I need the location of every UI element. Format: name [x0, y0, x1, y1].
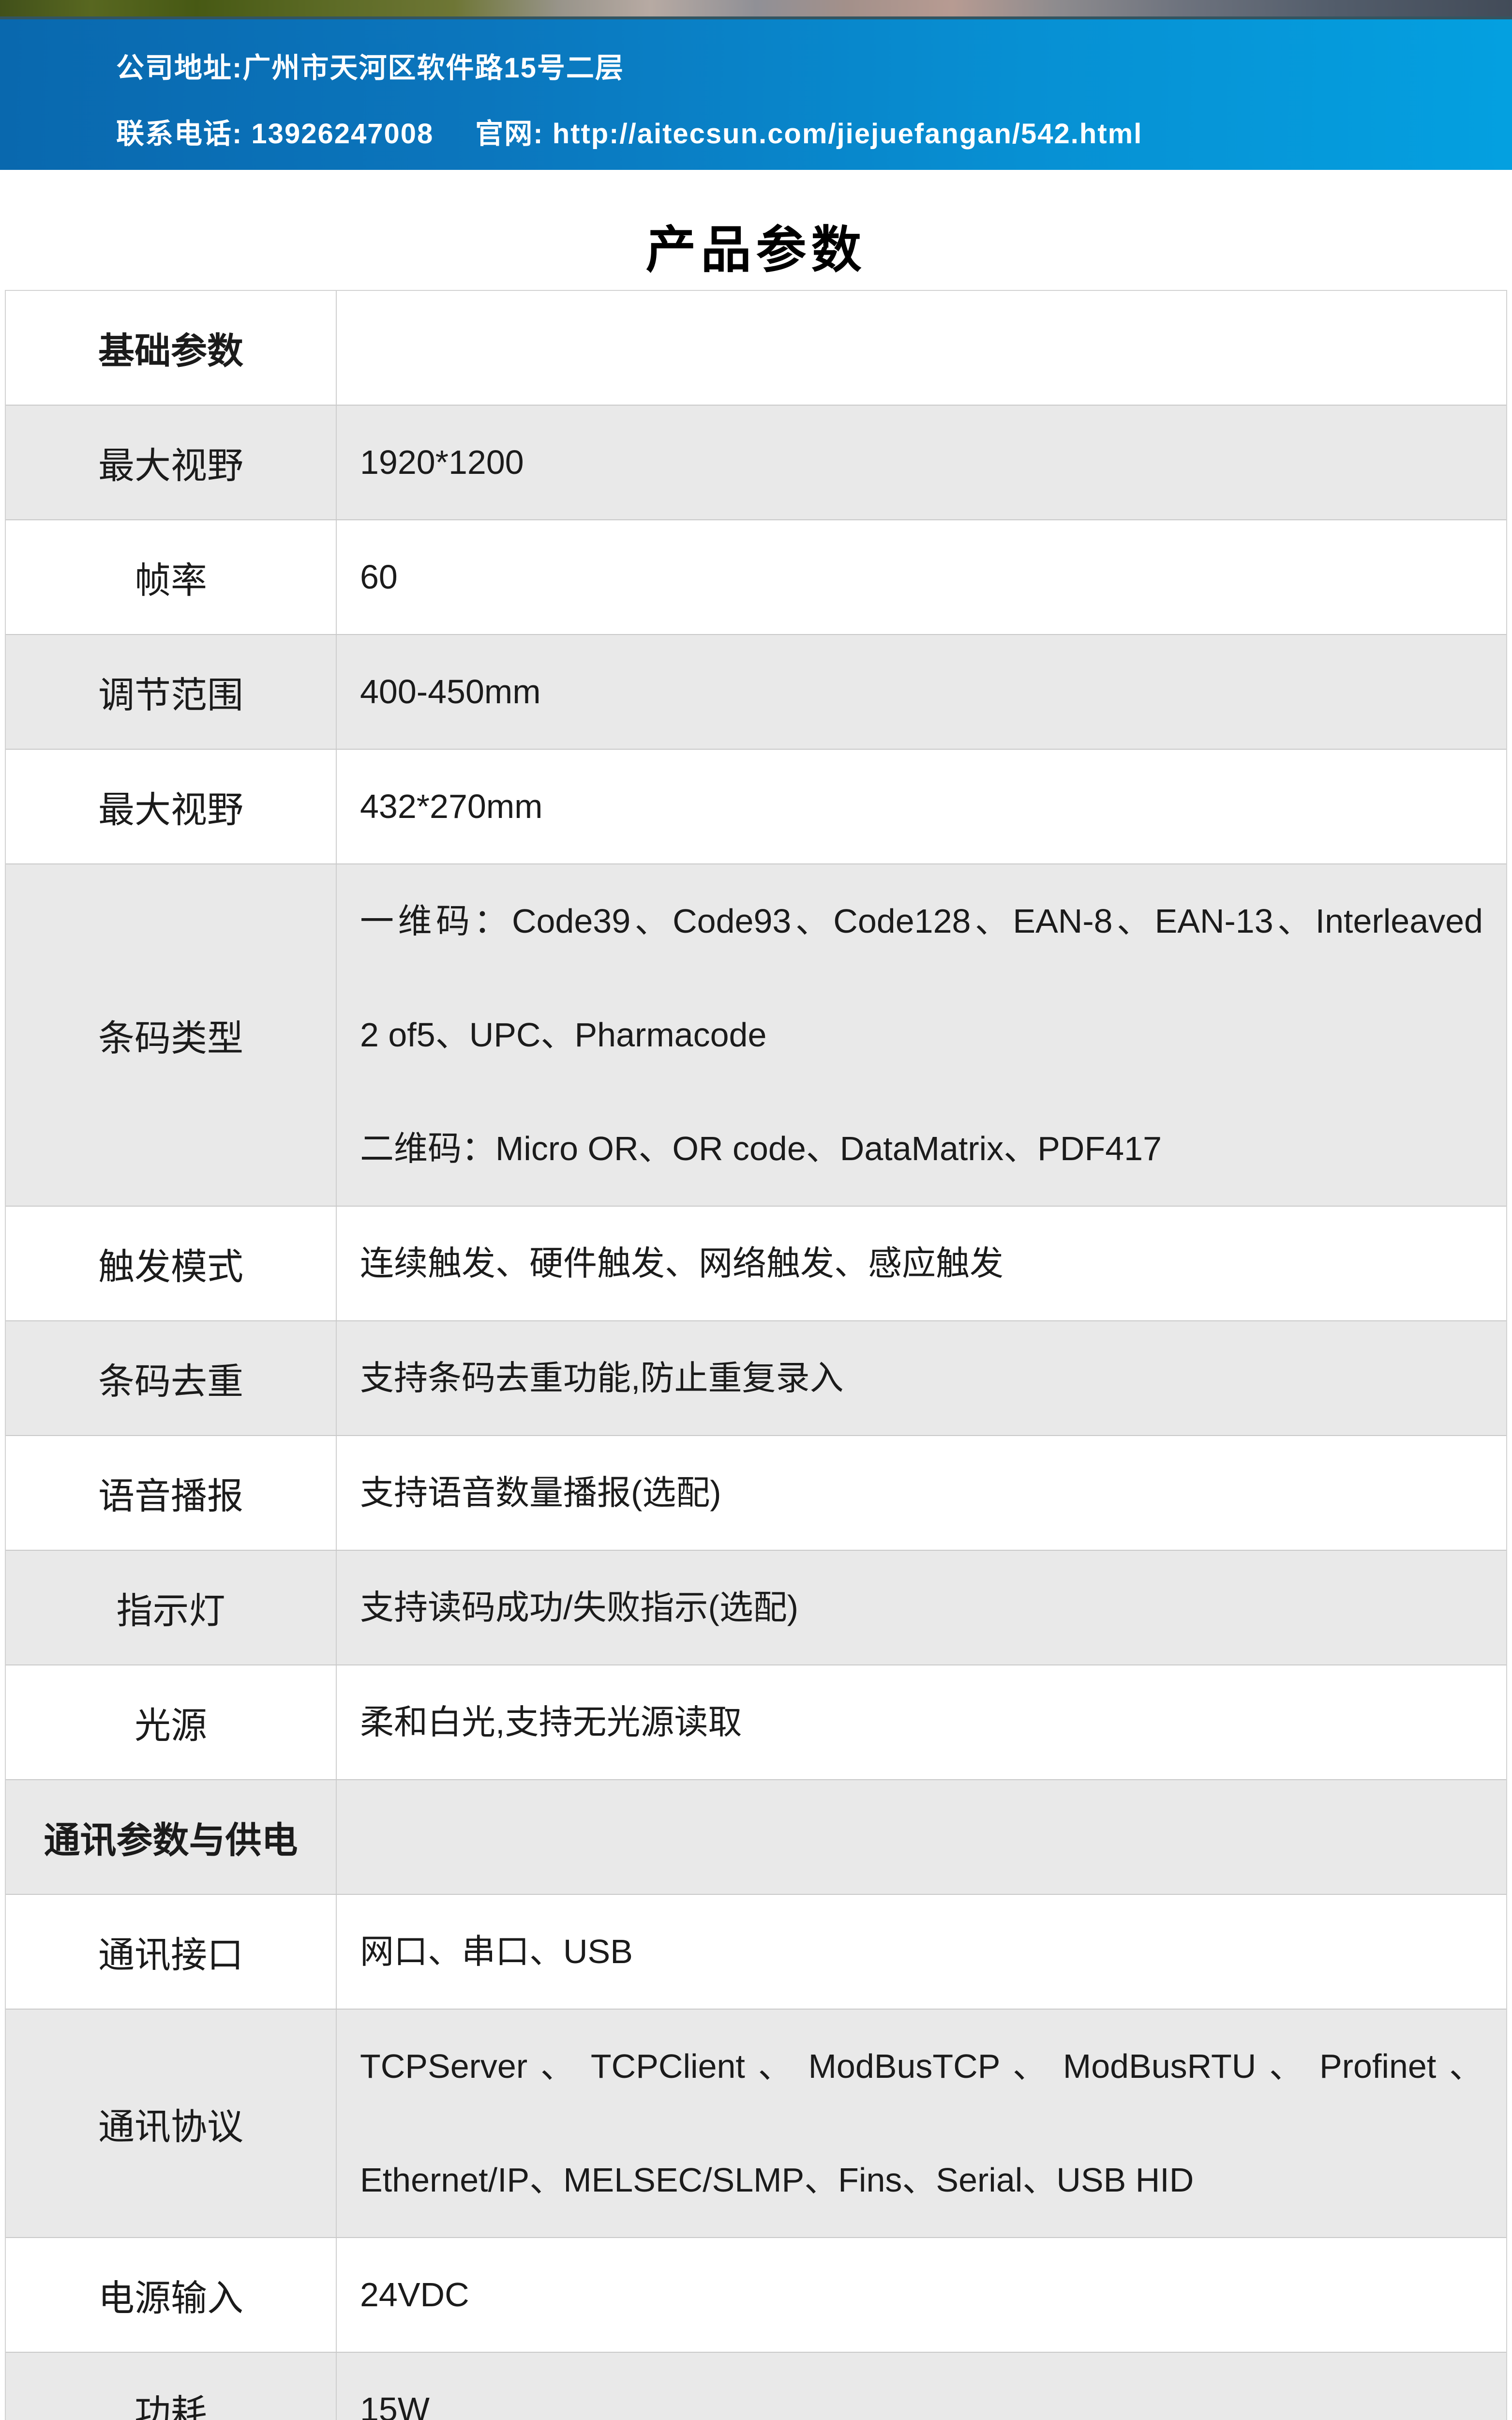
spec-label: 语音播报 — [98, 1476, 243, 1516]
page-title: 产品参数 — [645, 222, 867, 278]
spec-row: 帧率 60 — [6, 520, 1506, 635]
spec-row: 最大视野 432*270mm — [6, 750, 1506, 864]
spec-value-line: 2 of5、UPC、Pharmacode — [360, 1016, 767, 1054]
spec-value-line: 二维码：Micro OR、OR code、DataMatrix、PDF417 — [360, 1130, 1162, 1167]
spec-row: 调节范围 400-450mm — [6, 635, 1506, 750]
spec-value-line: TCPServer 、 TCPClient 、 ModBusTCP 、 ModB… — [360, 2047, 1483, 2085]
spec-value-cell: 60 — [337, 520, 1506, 634]
spec-value-cell: 支持读码成功/失败指示(选配) — [337, 1551, 1506, 1664]
spec-value: 432*270mm — [360, 787, 543, 825]
spec-value-cell: 1920*1200 — [337, 406, 1506, 519]
spec-value: 15W — [360, 2390, 430, 2420]
company-website-url: 官网: http://aitecsun.com/jiejuefangan/542… — [475, 118, 1143, 150]
spec-value: 1920*1200 — [360, 443, 524, 481]
spec-label-cell: 光源 — [6, 1665, 337, 1779]
spec-label-cell: 电源输入 — [6, 2238, 337, 2352]
spec-label: 通讯协议 — [98, 2106, 243, 2147]
spec-label: 功耗 — [134, 2392, 207, 2420]
spec-value-cell: 支持语音数量播报(选配) — [337, 1436, 1506, 1550]
spec-value-cell — [337, 1780, 1506, 1894]
spec-value: 400-450mm — [360, 673, 541, 711]
company-contact-line: 联系电话: 13926247008 官网: http://aitecsun.com… — [116, 111, 1512, 151]
spec-label: 基础参数 — [98, 331, 243, 371]
spec-value: 60 — [360, 558, 398, 596]
company-address: 公司地址:广州市天河区软件路15号二层 — [116, 52, 624, 84]
spec-label-cell: 指示灯 — [6, 1551, 337, 1664]
spec-value: 支持读码成功/失败指示(选配) — [360, 1588, 799, 1626]
spec-label: 调节范围 — [98, 675, 243, 715]
spec-row: 电源输入 24VDC — [6, 2238, 1506, 2353]
spec-row: 条码类型 一维码：Code39、Code93、Code128、EAN-8、EAN-… — [6, 864, 1506, 1207]
spec-label-cell: 功耗 — [6, 2353, 337, 2420]
spec-row: 通讯协议 TCPServer 、 TCPClient 、 ModBusTCP 、 … — [6, 2010, 1506, 2238]
spec-value: 柔和白光,支持无光源读取 — [360, 1703, 742, 1741]
spec-label-cell: 通讯协议 — [6, 2010, 337, 2237]
spec-label-cell: 通讯接口 — [6, 1895, 337, 2009]
spec-value-cell: 15W — [337, 2353, 1506, 2420]
product-spec-table: 基础参数最大视野 1920*1200 帧率 60 调节范围 400-450mm 最大视野 43… — [5, 290, 1507, 2420]
spec-label: 通讯参数与供电 — [44, 1820, 298, 1860]
spec-value-cell: 400-450mm — [337, 635, 1506, 749]
spec-value: 连续触发、硬件触发、网络触发、感应触发 — [360, 1244, 1003, 1282]
spec-value-cell: 柔和白光,支持无光源读取 — [337, 1665, 1506, 1779]
spec-label-cell: 帧率 — [6, 520, 337, 634]
spec-label: 通讯接口 — [98, 1935, 243, 1975]
spec-label: 最大视野 — [98, 789, 243, 830]
spec-label-cell: 触发模式 — [6, 1207, 337, 1320]
spec-label: 触发模式 — [98, 1246, 243, 1287]
spec-value: 网口、串口、USB — [360, 1933, 633, 1970]
spec-row: 光源 柔和白光,支持无光源读取 — [6, 1665, 1506, 1780]
spec-label: 条码去重 — [98, 1361, 243, 1402]
spec-value-cell: TCPServer 、 TCPClient 、 ModBusTCP 、 ModB… — [337, 2010, 1506, 2237]
spec-label: 电源输入 — [98, 2278, 243, 2318]
spec-value-line: 一维码：Code39、Code93、Code128、EAN-8、EAN-13、I… — [360, 902, 1483, 940]
spec-value-cell: 连续触发、硬件触发、网络触发、感应触发 — [337, 1207, 1506, 1320]
spec-row: 最大视野 1920*1200 — [6, 406, 1506, 520]
spec-label-cell: 通讯参数与供电 — [6, 1780, 337, 1894]
company-info-banner: 公司地址:广州市天河区软件路15号二层 联系电话: 13926247008 官网:… — [0, 19, 1512, 170]
section-header-row: 通讯参数与供电 — [6, 1780, 1506, 1895]
spec-label-cell: 最大视野 — [6, 406, 337, 519]
spec-row: 条码去重 支持条码去重功能,防止重复录入 — [6, 1321, 1506, 1436]
spec-value-cell: 24VDC — [337, 2238, 1506, 2352]
spec-value: 24VDC — [360, 2276, 469, 2314]
spec-label: 光源 — [134, 1705, 207, 1746]
spec-label-cell: 条码类型 — [6, 864, 337, 1206]
spec-label-cell: 语音播报 — [6, 1436, 337, 1550]
spec-value-line: Ethernet/IP、MELSEC/SLMP、Fins、Serial、USB … — [360, 2161, 1194, 2199]
spec-label-cell: 基础参数 — [6, 291, 337, 405]
spec-label: 指示灯 — [116, 1590, 225, 1631]
spec-row: 语音播报 支持语音数量播报(选配) — [6, 1436, 1506, 1551]
spec-row: 触发模式 连续触发、硬件触发、网络触发、感应触发 — [6, 1207, 1506, 1321]
spec-label-cell: 最大视野 — [6, 750, 337, 863]
section-header-row: 基础参数 — [6, 291, 1506, 406]
spec-row: 指示灯 支持读码成功/失败指示(选配) — [6, 1551, 1506, 1665]
spec-value-cell: 一维码：Code39、Code93、Code128、EAN-8、EAN-13、I… — [337, 864, 1506, 1206]
spec-label-cell: 调节范围 — [6, 635, 337, 749]
spec-label: 帧率 — [134, 560, 207, 601]
top-photo-strip — [0, 0, 1512, 19]
spec-value-cell — [337, 291, 1506, 405]
spec-label-cell: 条码去重 — [6, 1321, 337, 1435]
company-phone: 联系电话: 13926247008 — [116, 118, 434, 150]
spec-label: 最大视野 — [98, 445, 243, 486]
spec-value-cell: 网口、串口、USB — [337, 1895, 1506, 2009]
spec-row: 通讯接口 网口、串口、USB — [6, 1895, 1506, 2010]
spec-value: 支持条码去重功能,防止重复录入 — [360, 1359, 844, 1397]
spec-row: 功耗 15W — [6, 2353, 1506, 2420]
spec-value: 支持语音数量播报(选配) — [360, 1474, 721, 1512]
spec-label: 条码类型 — [98, 1018, 243, 1059]
spec-value-cell: 432*270mm — [337, 750, 1506, 863]
spec-value-cell: 支持条码去重功能,防止重复录入 — [337, 1321, 1506, 1435]
